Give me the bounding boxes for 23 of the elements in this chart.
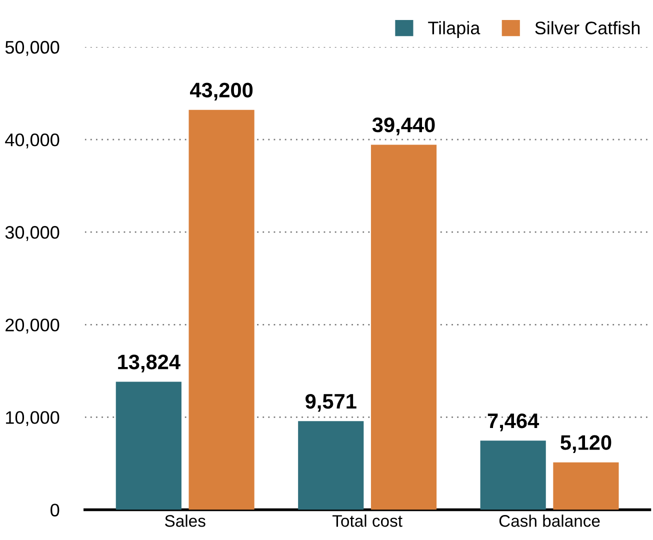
y-tick-label: 20,000 <box>6 318 60 334</box>
data-label: 5,120 <box>560 435 612 453</box>
bar <box>116 382 182 510</box>
y-tick-label: 40,000 <box>5 133 60 148</box>
bar <box>188 110 254 510</box>
data-label: 13,824 <box>118 354 180 372</box>
bar <box>298 421 364 510</box>
x-tick-label: Cash balance <box>499 514 600 527</box>
bar <box>480 440 546 510</box>
y-tick-label: 50,000 <box>5 40 60 56</box>
x-tick-label: Sales <box>165 514 206 527</box>
data-label: 39,440 <box>372 118 435 136</box>
legend-label: Silver Catfish <box>535 21 640 34</box>
data-label: 9,571 <box>306 394 356 412</box>
legend-label: Tilapia <box>428 21 480 38</box>
data-label: 7,464 <box>488 413 540 432</box>
x-tick-label: Total cost <box>332 514 402 527</box>
data-label: 43,200 <box>190 82 253 100</box>
y-tick-label: 0 <box>50 504 60 516</box>
y-tick-label: 30,000 <box>5 226 60 241</box>
y-tick-label: 10,000 <box>6 411 60 426</box>
bar <box>553 462 619 510</box>
bar <box>370 144 437 510</box>
